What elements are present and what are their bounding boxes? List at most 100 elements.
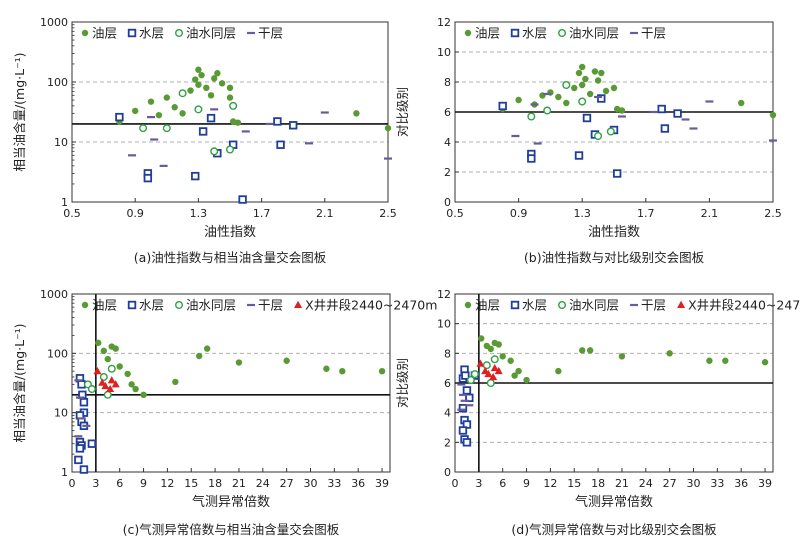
y-tick-label: 100 <box>47 347 68 360</box>
x-axis-label: 油性指数 <box>204 225 256 240</box>
legend-water-label: 水层 <box>139 298 164 313</box>
oil-point <box>207 92 215 99</box>
oil-point <box>495 341 502 348</box>
oil-point <box>487 345 494 353</box>
oilwater-point <box>490 355 499 364</box>
water-point <box>273 117 282 126</box>
water-point <box>288 121 298 130</box>
x-tick-label: 21 <box>615 477 629 490</box>
x-tick-label: 33 <box>710 477 724 490</box>
water-point <box>574 151 584 160</box>
panel-b: 0 2 4 6 8 10 12 0.5 0.9 1.3 1.7 2.1 2.5 油层 水层 油水同层 干层油性指… <box>395 16 782 265</box>
x-tick-label: 12 <box>160 477 174 490</box>
x-tick-label: 9 <box>523 477 530 490</box>
oil-point <box>163 94 170 101</box>
legend-oil-label: 油层 <box>475 298 500 313</box>
x-tick-label: 12 <box>543 477 557 490</box>
water-point <box>87 439 97 448</box>
oil-point <box>187 87 194 94</box>
water-point <box>597 94 606 103</box>
legend-dry-label: 干层 <box>641 298 666 313</box>
x-tick-label: 0.5 <box>63 207 81 220</box>
oil-point <box>124 370 131 378</box>
oil-point <box>523 376 530 384</box>
well-point <box>98 378 107 386</box>
oil-point <box>618 107 626 114</box>
oil-point <box>579 81 586 89</box>
oil-point <box>598 69 605 77</box>
panel-caption: (a)油性指数与相当油含量交会图板 <box>134 250 327 265</box>
oil-point <box>571 84 578 92</box>
oil-point <box>738 99 745 107</box>
panel-caption: (d)气测异常倍数与对比级别交会图板 <box>511 522 717 537</box>
oil-point <box>171 104 178 111</box>
legend-water-label: 水层 <box>139 26 164 41</box>
oilwater-point <box>103 390 112 399</box>
y-tick-label: 1000 <box>40 288 68 301</box>
well-point <box>107 376 116 384</box>
oilwater-point <box>139 124 148 133</box>
y-tick-label: 2 <box>444 166 451 179</box>
x-tick-label: 2.5 <box>764 207 782 220</box>
oil-point <box>666 350 673 357</box>
oil-point <box>95 339 102 347</box>
oil-point <box>579 347 586 354</box>
legend-oil-marker <box>464 29 472 37</box>
x-tick-label: 0.9 <box>510 207 528 220</box>
legend-oil-label: 油层 <box>92 26 117 41</box>
legend-well-marker <box>677 300 686 308</box>
oil-point <box>226 94 234 101</box>
water-point <box>465 393 474 403</box>
oil-point <box>515 96 522 104</box>
oil-point <box>214 70 221 77</box>
x-tick-label: 6 <box>499 477 506 490</box>
x-tick-label: 0 <box>69 477 76 490</box>
oilwater-point <box>466 376 475 385</box>
oil-point <box>234 119 242 126</box>
x-tick-label: 18 <box>591 477 605 490</box>
oilwater-point <box>225 145 234 154</box>
oil-point <box>195 66 202 73</box>
y-axis-label: 相当油含量/(mg·L⁻¹) <box>12 52 27 171</box>
well-point <box>489 372 498 381</box>
y-tick-label: 1000 <box>40 16 68 29</box>
oilwater-point <box>194 105 203 114</box>
oil-point <box>195 81 202 88</box>
legend-oilwater-marker <box>175 301 184 310</box>
legend-oilwater-marker <box>558 29 567 38</box>
y-tick-label: 100 <box>47 76 68 89</box>
oil-point <box>100 347 108 355</box>
x-axis-label: 气测异常倍数 <box>192 494 270 510</box>
legend-oil-marker <box>81 301 89 309</box>
x-tick-label: 15 <box>184 477 198 490</box>
water-point <box>458 426 468 435</box>
x-tick-label: 0 <box>452 477 459 490</box>
water-point <box>612 169 622 178</box>
water-point <box>461 371 470 380</box>
oilwater-point <box>543 106 552 115</box>
oil-point <box>706 357 713 364</box>
water-point <box>458 404 468 413</box>
oil-point <box>203 345 211 352</box>
oil-point <box>722 357 729 364</box>
plot-frame <box>71 21 389 203</box>
plot-frame <box>71 293 391 473</box>
oil-point <box>179 110 186 117</box>
water-point <box>276 140 285 149</box>
oil-point <box>323 365 330 372</box>
water-point <box>660 124 670 133</box>
x-tick-label: 6 <box>116 477 123 490</box>
water-point <box>527 154 536 163</box>
well-point <box>484 369 493 378</box>
panel-caption: (c)气测异常倍数与相当油含量交会图板 <box>123 522 340 537</box>
oil-point <box>226 84 234 92</box>
water-point <box>673 109 682 118</box>
x-tick-label: 21 <box>232 477 246 490</box>
x-tick-label: 2.1 <box>316 207 334 220</box>
well-point <box>490 363 499 372</box>
oil-point <box>499 353 506 360</box>
oil-point <box>769 111 777 119</box>
oil-point <box>192 76 199 83</box>
y-tick-label: 10 <box>437 46 451 59</box>
